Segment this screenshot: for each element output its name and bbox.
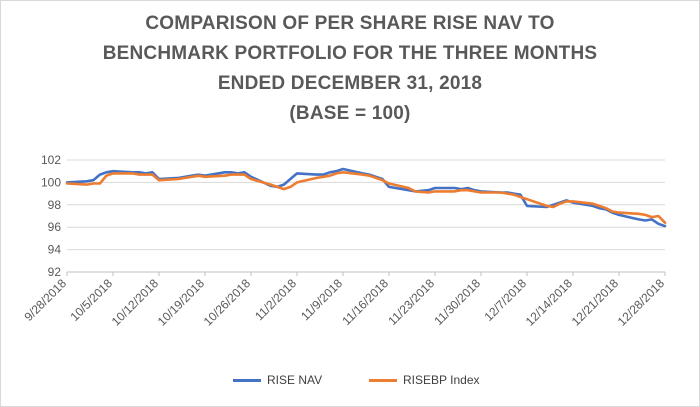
chart-legend: RISE NAV RISEBP Index — [0, 370, 700, 390]
y-tick-label: 96 — [48, 220, 62, 234]
y-tick-label: 100 — [41, 175, 61, 189]
x-tick-label: 12/28/2018 — [615, 276, 668, 329]
series-line-1 — [65, 171, 667, 224]
y-tick-label: 94 — [48, 243, 62, 257]
x-tick-label: 12/14/2018 — [523, 276, 576, 329]
x-tick-label: 10/26/2018 — [201, 276, 254, 329]
x-tick-label: 11/23/2018 — [385, 276, 437, 328]
chart-title-line-4: (BASE = 100) — [289, 103, 411, 124]
chart-title-line-2: BENCHMARK PORTFOLIO FOR THE THREE MONTHS — [102, 43, 598, 64]
x-tick-label: 12/21/2018 — [569, 276, 622, 329]
y-tick-label: 92 — [48, 265, 62, 279]
x-tick-label: 10/12/2018 — [109, 276, 162, 329]
chart-title-line-1: COMPARISON OF PER SHARE RISE NAV TO — [145, 13, 555, 34]
x-tick-label: 9/28/2018 — [21, 276, 69, 324]
legend-label-risebp-index: RISEBP Index — [403, 373, 480, 387]
x-tick-label: 10/19/2018 — [155, 276, 208, 329]
x-tick-label: 12/7/2018 — [481, 276, 529, 324]
y-tick-label: 102 — [41, 153, 61, 167]
legend-swatch-rise-nav — [233, 379, 261, 382]
legend-label-rise-nav: RISE NAV — [267, 373, 323, 387]
x-tick-label: 11/2/2018 — [252, 276, 299, 323]
x-tick-label: 11/30/2018 — [431, 276, 483, 328]
legend-swatch-risebp-index — [369, 379, 397, 382]
x-tick-label: 11/16/2018 — [339, 276, 391, 328]
x-tick-label: 11/9/2018 — [298, 276, 345, 323]
y-tick-label: 98 — [48, 198, 62, 212]
chart-title-line-3: ENDED DECEMBER 31, 2018 — [217, 73, 483, 94]
x-tick-label: 10/5/2018 — [67, 276, 115, 324]
